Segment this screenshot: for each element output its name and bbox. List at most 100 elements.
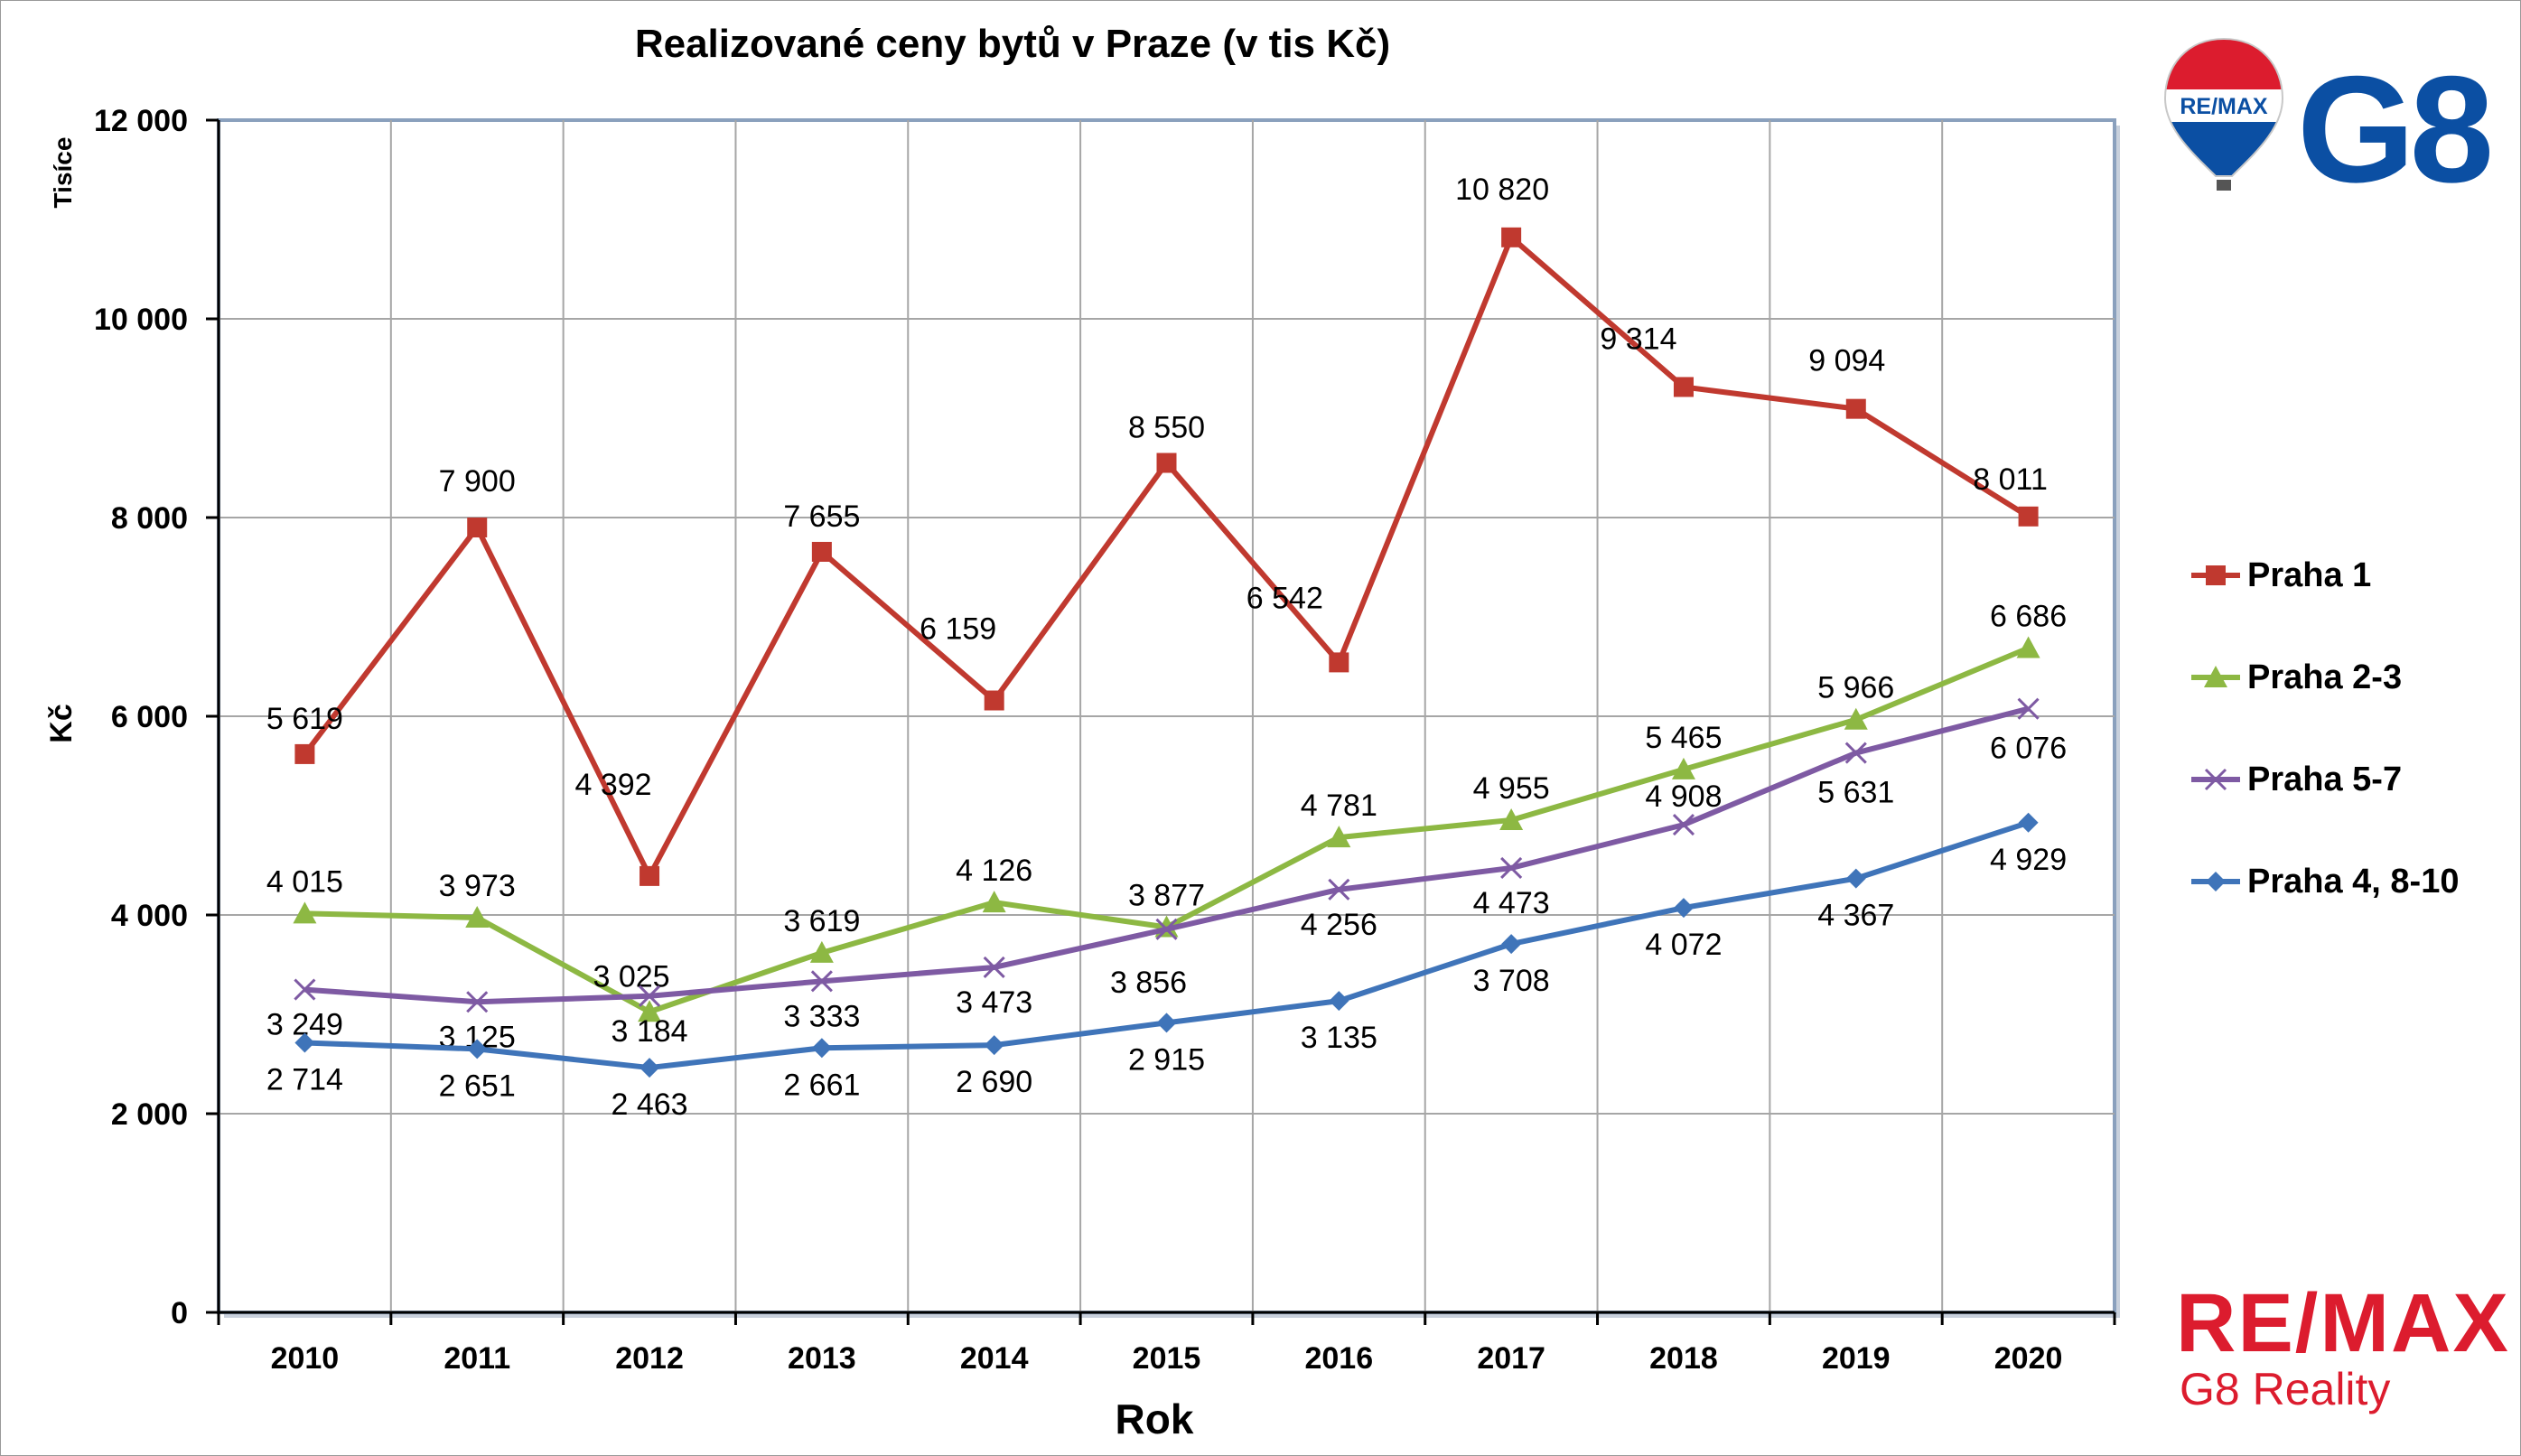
data-point (1156, 453, 1177, 473)
data-point (294, 978, 316, 1001)
data-point (983, 956, 1005, 979)
data-point (1671, 757, 1695, 779)
data-point (467, 518, 488, 537)
legend-label: Praha 4, 8-10 (2247, 863, 2459, 901)
data-point (2206, 565, 2226, 585)
data-label: 2 915 (1128, 1042, 1205, 1077)
y-axis-title: Kč (44, 704, 79, 742)
y-axis-unit-label: Tisíce (49, 137, 77, 209)
x-tick-label: 2012 (615, 1341, 684, 1376)
data-label: 4 929 (1990, 843, 2067, 877)
data-point (1844, 707, 1868, 730)
data-label: 3 473 (956, 985, 1032, 1020)
data-point (811, 541, 832, 562)
data-point (2206, 872, 2226, 891)
data-point (640, 1058, 660, 1078)
x-tick-label: 2011 (444, 1341, 510, 1376)
series-praha-4-8-10: 2 714 2 651 2 463 2 661 2 690 2 915 3 135 3 708… (266, 812, 2067, 1122)
data-label: 6 159 (920, 612, 996, 647)
data-point (1329, 652, 1349, 673)
data-point (984, 690, 1004, 711)
y-tick-label: 10 000 (94, 303, 188, 337)
data-point (1155, 918, 1178, 940)
x-tick-label: 2017 (1477, 1341, 1545, 1376)
data-point (811, 1038, 832, 1059)
series-praha-1: 5 619 7 900 4 392 7 655 6 159 8 550 6 542 10 82… (266, 173, 2048, 886)
data-point (1501, 934, 1522, 955)
x-tick-label: 2019 (1822, 1341, 1891, 1376)
remax-balloon-logo: RE/MAX (2163, 37, 2284, 191)
data-point (2204, 768, 2227, 791)
x-tick-label: 2015 (1133, 1341, 1201, 1376)
data-point (1329, 991, 1349, 1012)
data-label: 4 072 (1645, 928, 1722, 962)
data-label: 3 973 (439, 869, 516, 903)
data-label: 4 908 (1645, 779, 1722, 814)
data-label: 5 465 (1645, 721, 1722, 755)
y-tick-label: 6 000 (111, 700, 188, 734)
data-label: 4 015 (266, 864, 343, 899)
data-point (294, 743, 315, 764)
x-tick-label: 2013 (788, 1341, 856, 1376)
data-label: 3 333 (783, 999, 860, 1033)
data-point (294, 1032, 315, 1053)
data-point (638, 985, 661, 1007)
data-point (984, 1035, 1004, 1056)
data-label: 8 011 (1973, 462, 2048, 497)
data-point (982, 891, 1006, 913)
data-label: 6 076 (1990, 732, 2067, 766)
x-tick-label: 2010 (271, 1341, 340, 1376)
data-point (2204, 666, 2227, 687)
data-label: 6 686 (1990, 600, 2067, 634)
data-point (1499, 807, 1524, 830)
data-label: 7 655 (783, 499, 860, 534)
remax-subtitle: G8 Reality (2180, 1364, 2391, 1414)
data-label: 8 550 (1128, 411, 1205, 445)
x-axis-title: Rok (1116, 1395, 1194, 1442)
data-point (466, 991, 489, 1013)
data-point (2018, 506, 2039, 527)
data-point (1327, 826, 1351, 848)
y-tick-label: 8 000 (111, 501, 188, 536)
data-label: 3 135 (1301, 1021, 1377, 1055)
data-point (293, 901, 317, 924)
data-label: 3 184 (611, 1014, 687, 1049)
data-point (1500, 856, 1523, 880)
data-point (640, 865, 660, 886)
data-point (1501, 227, 1522, 247)
legend-label: Praha 5-7 (2247, 761, 2402, 798)
data-label: 9 314 (1600, 322, 1676, 356)
data-point (465, 905, 490, 928)
x-tick-label: 2020 (1994, 1341, 2063, 1376)
remax-logo-text: RE/MAX (2176, 1277, 2510, 1369)
chart-title: Realizované ceny bytů v Praze (v tis Kč) (635, 22, 1390, 66)
data-point (638, 1000, 662, 1022)
data-label: 9 094 (1808, 344, 1885, 378)
data-label: 2 661 (783, 1068, 860, 1102)
data-label: 4 392 (574, 768, 651, 802)
legend-label: Praha 1 (2247, 556, 2371, 594)
data-point (1845, 398, 1866, 419)
data-point (1156, 1013, 1177, 1033)
data-point (1673, 377, 1694, 397)
data-label: 4 256 (1301, 908, 1377, 942)
y-tick-label: 4 000 (111, 899, 188, 933)
balloon-logo-text: RE/MAX (2180, 94, 2268, 119)
data-label: 10 820 (1455, 173, 1549, 207)
data-label: 5 619 (266, 702, 343, 736)
data-point (2017, 697, 2040, 720)
x-tick-label: 2014 (960, 1341, 1029, 1376)
y-tick-label: 0 (171, 1296, 188, 1330)
data-label: 4 955 (1473, 771, 1550, 806)
y-tick-label: 12 000 (94, 104, 188, 138)
data-point (1673, 898, 1694, 919)
data-point (1844, 742, 1867, 764)
data-label: 3 708 (1473, 964, 1550, 998)
data-point (2016, 636, 2040, 658)
data-point (1845, 868, 1866, 889)
data-label: 5 966 (1817, 671, 1894, 705)
data-point (809, 940, 834, 963)
data-label: 5 631 (1817, 776, 1894, 810)
